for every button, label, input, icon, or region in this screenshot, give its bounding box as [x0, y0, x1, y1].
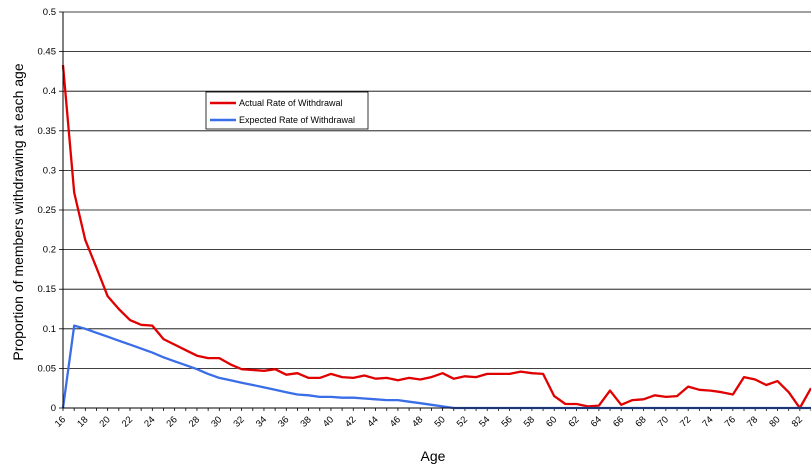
legend-box	[205, 91, 369, 130]
x-tick-label: 24	[142, 414, 157, 429]
x-tick-label: 34	[254, 414, 269, 429]
x-tick-label: 80	[767, 414, 782, 429]
x-tick-label: 46	[388, 414, 403, 429]
x-tick-label: 40	[321, 414, 336, 429]
x-tick-label: 62	[566, 414, 581, 429]
y-tick-label: 0	[51, 403, 56, 414]
x-tick-label: 32	[231, 414, 246, 429]
x-axis-title: Age	[421, 448, 446, 464]
x-tick-labels: 16 18 20 22 24 26 28 30 32 34 36 38 40 42 44 46 48 50 52 54…	[53, 408, 811, 430]
legend-label-actual: Actual Rate of Withdrawal	[239, 98, 343, 108]
y-tick-label: 0.5	[43, 7, 56, 18]
series-line-actual	[61, 64, 811, 410]
x-tick-label: 66	[611, 414, 626, 429]
x-tick-label: 30	[209, 414, 224, 429]
x-tick-label: 54	[477, 414, 492, 429]
x-tick-label: 50	[432, 414, 447, 429]
x-tick-label: 22	[120, 414, 135, 429]
y-tick-label: 0.1	[43, 324, 56, 335]
x-tick-label: 68	[633, 414, 648, 429]
x-tick-label: 48	[410, 414, 425, 429]
legend: Actual Rate of Withdrawal Expected Rate …	[205, 91, 369, 130]
y-tick-label: 0.05	[38, 363, 57, 374]
x-tick-label: 64	[589, 414, 604, 429]
x-tick-label: 76	[723, 414, 738, 429]
y-tick-label: 0.3	[43, 165, 56, 176]
series-line-expected	[61, 324, 811, 410]
x-tick-label: 18	[75, 414, 90, 429]
x-tick-label: 70	[656, 414, 671, 429]
x-tick-label: 60	[544, 414, 559, 429]
y-tick-labels: 0 0.05 0.1 0.15 0.2 0.25 0.3 0.35 0.4 0.45 0.5	[38, 7, 63, 414]
x-tick-label: 42	[343, 414, 358, 429]
x-tick-label: 56	[499, 414, 514, 429]
x-tick-label: 20	[98, 414, 113, 429]
x-tick-label: 52	[455, 414, 470, 429]
x-tick-label: 58	[522, 414, 537, 429]
y-tick-label: 0.35	[38, 126, 57, 137]
data-series	[61, 64, 811, 410]
x-tick-label: 28	[187, 414, 202, 429]
x-tick-label: 36	[276, 414, 291, 429]
legend-label-expected: Expected Rate of Withdrawal	[239, 115, 355, 125]
y-tick-label: 0.15	[38, 284, 57, 295]
x-tick-label: 78	[745, 414, 760, 429]
x-tick-label: 44	[365, 414, 380, 429]
x-tick-label: 72	[678, 414, 693, 429]
y-tick-label: 0.45	[38, 47, 57, 58]
x-tick-label: 74	[700, 414, 715, 429]
y-axis-title: Proportion of members withdrawing at eac…	[10, 63, 26, 360]
x-tick-label: 38	[298, 414, 313, 429]
y-tick-label: 0.2	[43, 245, 56, 256]
y-tick-label: 0.4	[43, 86, 56, 97]
x-tick-label: 82	[790, 414, 805, 429]
y-tick-label: 0.25	[38, 205, 57, 216]
x-tick-label: 26	[165, 414, 180, 429]
gridlines	[63, 11, 811, 369]
x-tick-label: 16	[53, 414, 68, 429]
